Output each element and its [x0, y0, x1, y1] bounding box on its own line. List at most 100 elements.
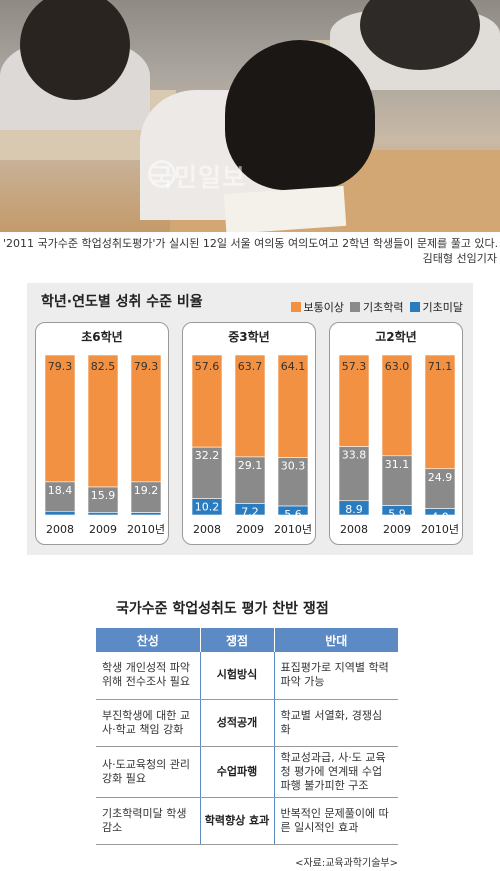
chart-title: 학년·연도별 성취 수준 비율 — [41, 294, 203, 310]
bar-segment — [130, 481, 162, 513]
bar-segment — [191, 354, 223, 448]
group-title: 초6학년 — [81, 330, 123, 344]
chart-group: 초6학년 79.3 18.4 2.3 2008 82.5 15.9 1.6 2009 79.3 1… — [35, 322, 169, 545]
legend-item: 기초미달 — [409, 299, 463, 315]
category-label: 2010년 — [421, 523, 459, 536]
bar-segment — [277, 457, 309, 507]
bar-segment — [424, 468, 456, 509]
group-bars: 57.3 33.8 8.9 2008 63.0 31.1 5.9 2009 71.1 24.9 4.… — [338, 354, 459, 536]
legend-item: 보통이상 — [290, 299, 345, 315]
bar-value-label: 71.1 — [428, 360, 453, 373]
bar-segment — [87, 354, 119, 488]
bar-segment — [381, 505, 413, 516]
legend-item: 기초학력 — [350, 299, 404, 315]
bar-value-label: 1.5 — [137, 515, 155, 528]
table-header-row: 찬성 쟁점 반대 — [96, 628, 398, 652]
header-con: 반대 — [274, 628, 398, 652]
bar-value-label: 10.2 — [195, 501, 220, 514]
bar-segment — [130, 512, 162, 516]
bar-segment — [424, 508, 456, 516]
cell-issue: 학력향상 효과 — [199, 797, 275, 845]
bar-value-label: 57.3 — [342, 360, 367, 373]
cell-issue: 성적공개 — [199, 699, 275, 747]
category-label: 2008 — [46, 523, 74, 536]
header-issue: 쟁점 — [200, 628, 275, 652]
issue-table: 찬성 쟁점 반대 학생 개인성적 파악 위해 전수조사 필요 시험방식 표집평가… — [96, 628, 398, 845]
bar-segment — [338, 500, 370, 516]
bar-segment — [191, 498, 223, 516]
watermark: 국민일보 — [150, 163, 247, 192]
bar-segment — [191, 446, 223, 499]
bar-value-label: 15.9 — [91, 489, 116, 502]
chart-legend: 보통이상 기초학력 기초미달 — [290, 299, 463, 315]
bar-value-label: 30.3 — [281, 460, 306, 473]
bar-value-label: 31.1 — [385, 458, 410, 471]
bar-segment — [44, 511, 76, 516]
chart-group: 중3학년 57.6 32.2 10.2 2008 63.7 29.1 7.2 2009 64.1… — [182, 322, 316, 545]
legend-label: 기초미달 — [422, 301, 463, 314]
legend-label: 기초학력 — [363, 301, 404, 314]
bar-value-label: 33.8 — [342, 449, 367, 462]
photo-caption: '2011 국가수준 학업성취도평가'가 실시된 12일 서울 여의동 여의도여… — [3, 236, 499, 265]
table-title: 국가수준 학업성취도 평가 찬반 쟁점 — [116, 601, 329, 617]
bar-value-label: 5.9 — [388, 508, 406, 521]
bar-value-label: 5.6 — [284, 508, 302, 521]
bar-segment — [234, 503, 266, 516]
chart-panel: 학년·연도별 성취 수준 비율 보통이상 기초학력 기초미달 초6학년 79.3… — [27, 283, 473, 555]
bar-value-label: 79.3 — [134, 360, 159, 373]
category-label: 2008 — [340, 523, 368, 536]
bar-segment — [277, 354, 309, 458]
legend-swatch — [409, 302, 420, 312]
bar-value-label: 29.1 — [238, 459, 263, 472]
watermark-logo-icon — [148, 160, 176, 188]
bar-segment — [44, 481, 76, 512]
legend-swatch — [350, 302, 361, 312]
cell-issue: 수업파행 — [199, 746, 275, 798]
bar-value-label: 24.9 — [428, 471, 453, 484]
table-row: 부진학생에 대한 교사·학교 책임 강화 성적공개 학교별 서열화, 경쟁심화 — [96, 699, 398, 747]
bar-segment — [87, 486, 119, 513]
photo-student-background-head — [360, 0, 480, 70]
bar-value-label: 79.3 — [48, 360, 73, 373]
category-label: 2009 — [236, 523, 264, 536]
legend-label: 보통이상 — [303, 301, 345, 314]
bar-segment — [234, 354, 266, 458]
cell-con: 학교별 서열화, 경쟁심화 — [274, 699, 398, 747]
bar-value-label: 2.3 — [51, 513, 69, 526]
table-row: 사·도교육청의 관리 강화 필요 수업파행 학교성과급, 사·도 교육청 평가에… — [96, 746, 398, 798]
caption-text: '2011 국가수준 학업성취도평가'가 실시된 12일 서울 여의동 여의도여… — [3, 237, 499, 250]
cell-pro: 부진학생에 대한 교사·학교 책임 강화 — [96, 699, 200, 747]
photo-student-left-head — [20, 0, 130, 100]
category-label: 2010년 — [274, 523, 312, 536]
cell-con: 학교성과급, 사·도 교육청 평가에 연계돼 수업 파행 불가피한 구조 — [274, 746, 398, 798]
bar-value-label: 63.7 — [238, 360, 263, 373]
category-label: 2009 — [383, 523, 411, 536]
category-label: 2008 — [193, 523, 221, 536]
source-note: <자료:교육과학기술부> — [295, 858, 398, 869]
table-row: 학생 개인성적 파악 위해 전수조사 필요 시험방식 표집평가로 지역별 학력 … — [96, 652, 398, 700]
bar-value-label: 7.2 — [241, 505, 259, 518]
cell-pro: 학생 개인성적 파악 위해 전수조사 필요 — [96, 652, 200, 700]
cell-con: 반복적인 문제풀이에 따른 일시적인 효과 — [274, 797, 398, 845]
news-photo: 국민일보 — [0, 0, 500, 232]
group-title: 고2학년 — [375, 330, 417, 344]
cell-con: 표집평가로 지역별 학력 파악 가능 — [274, 652, 398, 700]
photo-credit: 김태형 선임기자 — [422, 252, 497, 265]
bar-segment — [44, 354, 76, 483]
photo-student-main-head — [225, 40, 375, 190]
cell-pro: 사·도교육청의 관리 강화 필요 — [96, 746, 200, 798]
category-label: 2010년 — [127, 523, 165, 536]
bar-segment — [277, 505, 309, 516]
bar-value-label: 32.2 — [195, 449, 220, 462]
legend-swatch — [290, 302, 301, 312]
bar-value-label: 18.4 — [48, 484, 73, 497]
bar-segment — [234, 456, 266, 504]
bar-segment — [338, 354, 370, 447]
chart-group: 고2학년 57.3 33.8 8.9 2008 63.0 31.1 5.9 2009 71.1 2… — [329, 322, 463, 545]
bar-segment — [130, 354, 162, 483]
header-pro: 찬성 — [96, 628, 201, 652]
bar-value-label: 82.5 — [91, 360, 116, 373]
bar-value-label: 63.0 — [385, 360, 410, 373]
bar-segment — [87, 512, 119, 516]
